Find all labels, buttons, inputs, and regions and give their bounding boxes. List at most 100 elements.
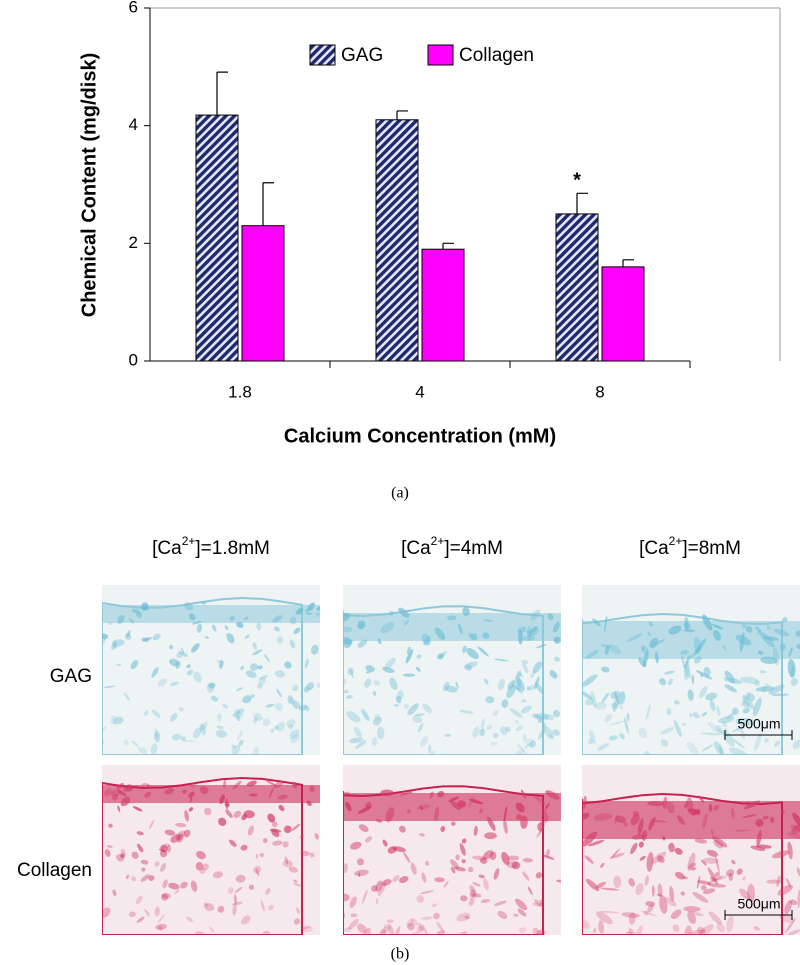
cell <box>343 893 350 902</box>
cell <box>374 713 381 722</box>
cell <box>762 685 767 693</box>
cell <box>274 670 286 678</box>
cell <box>412 715 422 724</box>
cell <box>154 861 160 867</box>
cell <box>490 741 498 747</box>
cell <box>521 699 527 703</box>
cell <box>585 878 600 892</box>
cell <box>667 678 673 686</box>
cell <box>647 632 652 637</box>
y-axis-title: Chemical Content (mg/disk) <box>78 53 100 317</box>
cell <box>535 644 547 649</box>
cell <box>273 626 281 632</box>
cell <box>651 851 667 865</box>
cell <box>514 898 528 911</box>
y-tick-label: 4 <box>129 115 138 134</box>
cell <box>227 887 234 894</box>
cell <box>186 669 194 676</box>
cell <box>314 612 320 617</box>
cell <box>276 636 284 644</box>
cell <box>199 786 209 795</box>
cell <box>420 736 429 747</box>
cell <box>648 621 653 627</box>
cell <box>707 883 727 888</box>
cell <box>672 924 680 933</box>
cell <box>365 665 375 673</box>
cell <box>470 633 478 641</box>
cell <box>300 834 304 840</box>
cell <box>162 879 168 889</box>
cell <box>161 893 171 899</box>
cell <box>229 839 237 847</box>
cell <box>541 808 549 822</box>
cell <box>343 908 346 918</box>
cell <box>718 716 735 724</box>
cell <box>140 859 149 865</box>
cell <box>623 822 628 827</box>
cell <box>443 881 449 888</box>
cell <box>455 931 468 935</box>
cell <box>104 788 112 797</box>
cell <box>660 727 675 735</box>
cell <box>150 743 158 755</box>
cell <box>416 654 422 659</box>
cell <box>707 867 718 885</box>
cell <box>771 850 790 859</box>
column-header: [Ca2+]=1.8mM <box>152 534 270 559</box>
cell <box>511 861 521 870</box>
cell <box>638 727 648 739</box>
cell <box>175 822 187 828</box>
cell <box>732 726 742 733</box>
cell <box>112 889 117 897</box>
cell <box>349 896 357 908</box>
cell <box>243 616 249 621</box>
cell <box>140 874 150 882</box>
cell <box>489 851 497 861</box>
cell <box>440 825 445 833</box>
cell <box>120 853 125 859</box>
caption: (a) <box>391 485 409 502</box>
cell <box>170 681 179 686</box>
cell <box>234 894 237 905</box>
bar <box>555 213 599 362</box>
cell <box>358 824 369 832</box>
cell <box>600 862 605 868</box>
cell <box>593 928 596 934</box>
cell <box>788 647 793 658</box>
cell <box>423 636 431 646</box>
cell <box>450 866 456 874</box>
cell <box>760 656 778 665</box>
cell <box>716 705 721 717</box>
cell <box>737 723 744 732</box>
cell <box>552 729 560 736</box>
cell <box>417 723 424 733</box>
cell <box>715 876 727 881</box>
cell <box>762 815 769 820</box>
cell <box>398 607 410 618</box>
cell <box>634 925 643 935</box>
cell <box>524 742 532 749</box>
cell <box>543 714 555 721</box>
cell <box>582 920 590 930</box>
cell <box>703 666 711 677</box>
cell <box>193 727 202 739</box>
cell <box>611 853 625 859</box>
cell <box>624 717 629 734</box>
cell <box>252 642 258 650</box>
cell <box>136 831 144 836</box>
cell <box>522 871 530 881</box>
cell <box>129 617 135 624</box>
cell <box>724 684 737 693</box>
cell <box>171 733 182 741</box>
cell <box>240 666 245 670</box>
cell <box>529 684 536 691</box>
cell <box>740 676 760 684</box>
annotation: * <box>573 170 581 192</box>
cell <box>773 740 781 747</box>
cell <box>766 625 772 631</box>
cell <box>300 925 313 932</box>
cell <box>357 923 367 934</box>
cell <box>290 616 297 625</box>
cell <box>535 872 543 879</box>
cell <box>648 816 656 831</box>
